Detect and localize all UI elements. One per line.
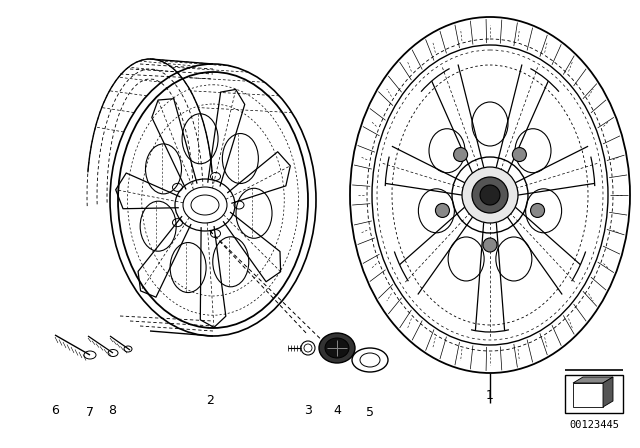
Polygon shape (603, 377, 613, 407)
Text: 4: 4 (333, 404, 341, 417)
Ellipse shape (325, 338, 349, 358)
Ellipse shape (319, 333, 355, 363)
Text: 8: 8 (108, 404, 116, 417)
Ellipse shape (472, 177, 508, 213)
Text: 5: 5 (366, 405, 374, 418)
Ellipse shape (454, 147, 468, 162)
Bar (565, 375, 623, 413)
Ellipse shape (483, 238, 497, 252)
Text: 00123445: 00123445 (569, 420, 619, 430)
Text: 3: 3 (304, 404, 312, 417)
Ellipse shape (480, 185, 500, 205)
Text: 2: 2 (206, 393, 214, 406)
Text: 1: 1 (486, 388, 494, 401)
Ellipse shape (435, 203, 449, 217)
Polygon shape (573, 383, 603, 407)
Ellipse shape (513, 147, 526, 162)
Ellipse shape (531, 203, 545, 217)
Text: 6: 6 (51, 404, 59, 417)
Polygon shape (573, 377, 613, 383)
Ellipse shape (462, 167, 518, 223)
Text: 7: 7 (86, 405, 94, 418)
